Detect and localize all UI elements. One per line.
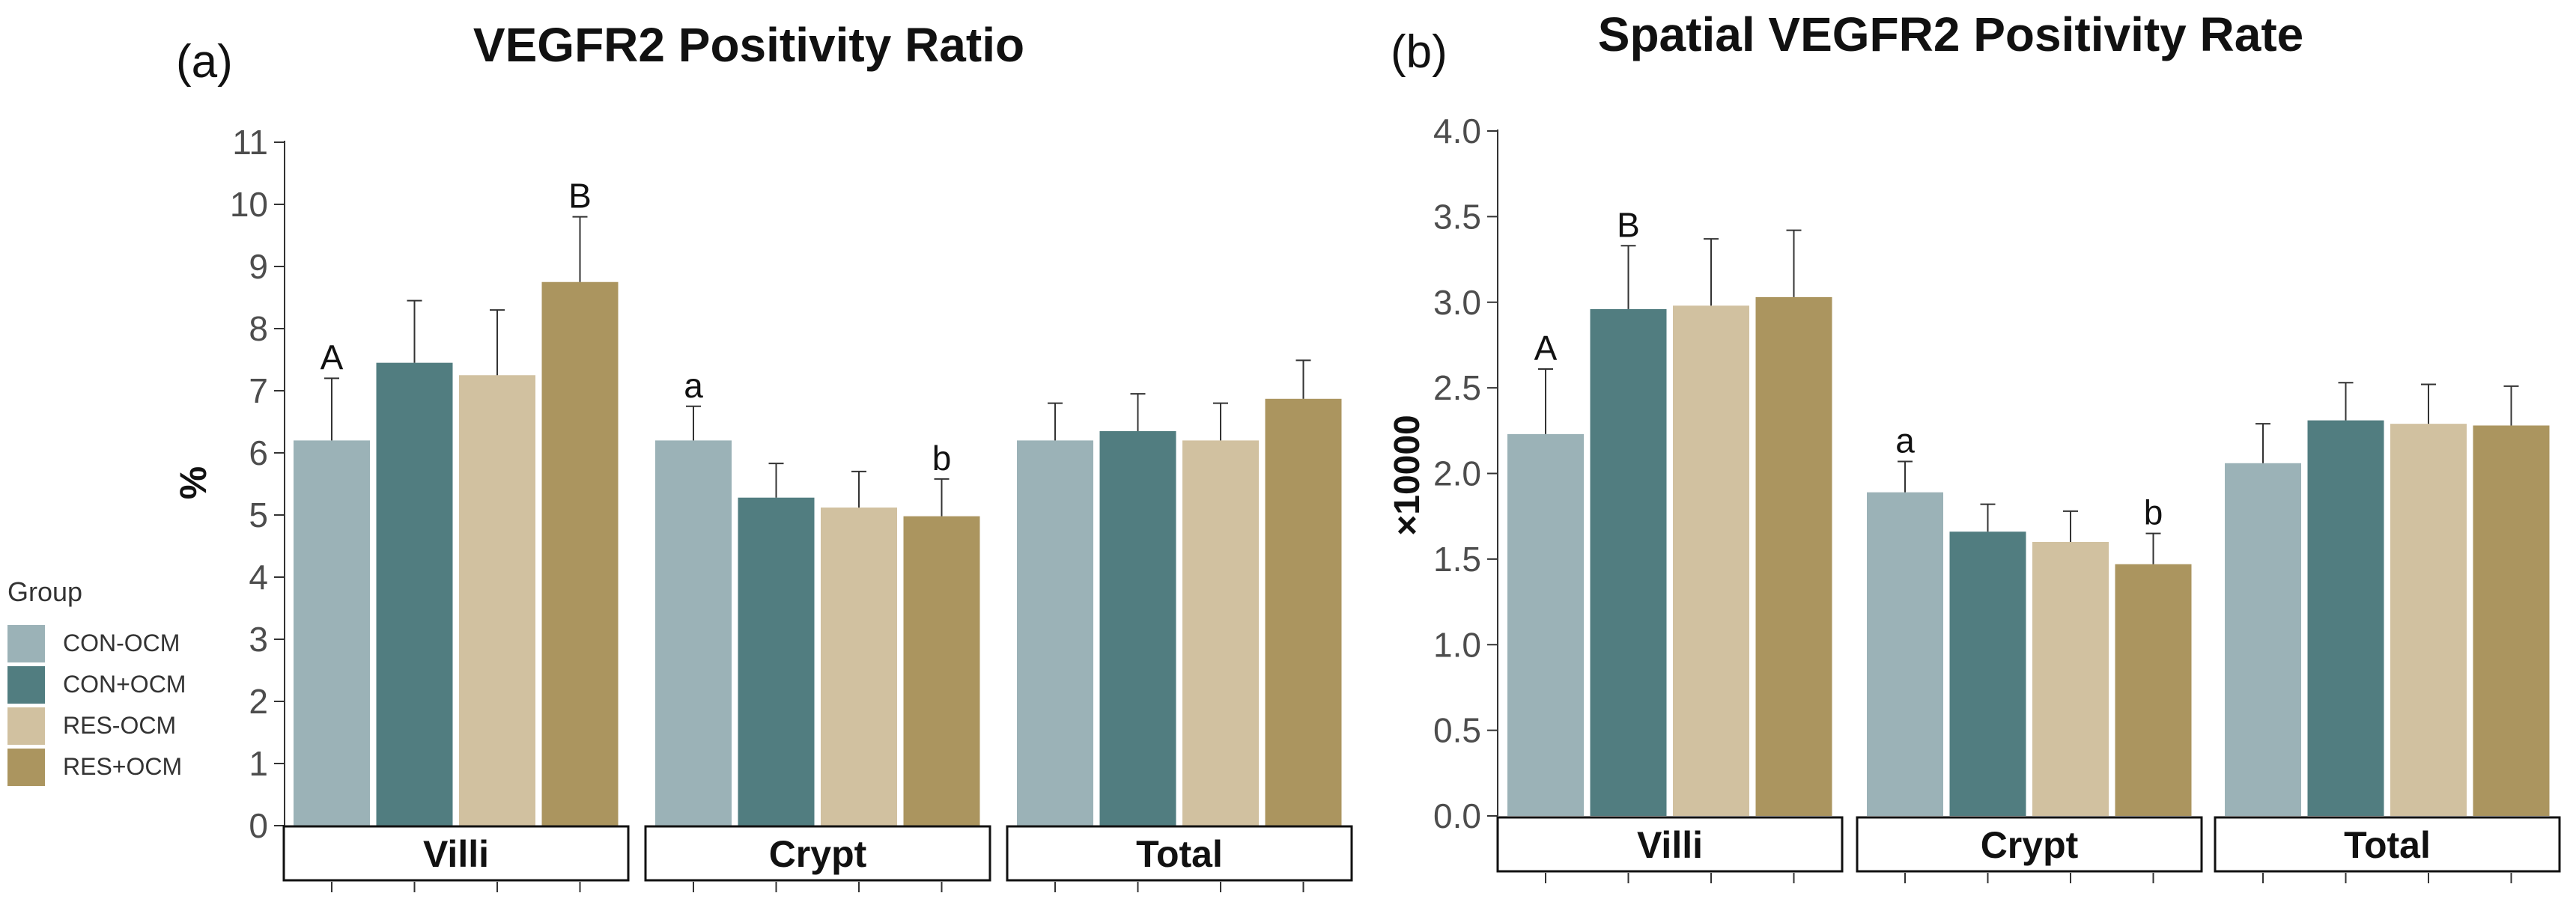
panel-b-bar-total-res-plus-ocm <box>2473 425 2550 816</box>
panel-b-y-tick-label: 4.0 <box>1433 112 1481 150</box>
panel-b-bar-crypt-con-ocm <box>1867 492 1943 816</box>
panel-b-title: Spatial VEGFR2 Positivity Rate <box>1598 7 2304 61</box>
panel-a-y-tick-label: 7 <box>249 371 268 410</box>
panel-a-facet-strip-villi <box>282 825 630 882</box>
panel-a-y-axis-label: % <box>172 466 214 499</box>
panel-b-y-tick-label: 2.5 <box>1433 368 1481 407</box>
legend-item-res-ocm: RES-OCM <box>7 705 186 746</box>
panel-b-bar-villi-con-plus-ocm <box>1590 308 1667 816</box>
panel-b-y-tick-label: 0.0 <box>1433 796 1481 835</box>
panel-b-y-tick-label: 1.5 <box>1433 540 1481 579</box>
legend-item-con-plus-ocm: CON+OCM <box>7 664 186 705</box>
panel-a-y-tick-label: 2 <box>249 682 268 721</box>
legend-label: CON-OCM <box>63 630 180 656</box>
panel-a-bar-crypt-res-plus-ocm <box>903 516 980 826</box>
panel-a-label: (a) <box>176 36 233 88</box>
panel-a-facet-label-crypt: Crypt <box>769 833 867 875</box>
panel-a-y-tick-label: 11 <box>232 123 268 162</box>
panel-a-annotation-crypt-res-plus-ocm: b <box>932 439 952 478</box>
panel-b-bar-total-con-plus-ocm <box>2307 420 2384 816</box>
legend-label: CON+OCM <box>63 671 186 698</box>
panel-a-bar-villi-con-ocm <box>294 440 370 826</box>
panel-b-y-tick-label: 3.5 <box>1433 197 1481 236</box>
panel-a: (a) VEGFR2 Positivity Ratio % 0 1 2 3 4 5 6 7 8 9… <box>172 18 1353 892</box>
panel-a-y-tick-label: 0 <box>249 806 268 845</box>
legend-item-res-plus-ocm: RES+OCM <box>7 746 186 787</box>
panel-b-facet-label-crypt: Crypt <box>1981 824 2079 866</box>
panel-b-annotation-villi-con-ocm: A <box>1534 329 1558 368</box>
panel-a-y-tick-label: 1 <box>249 744 268 783</box>
legend: Group CON-OCM CON+OCM RES-OCM RES+OCM <box>7 576 186 787</box>
panel-a-bar-total-con-plus-ocm <box>1099 430 1176 826</box>
panel-a-bar-total-res-ocm <box>1182 440 1259 826</box>
legend-label: RES-OCM <box>63 712 177 739</box>
legend-label: RES+OCM <box>63 753 183 780</box>
panel-b-facet-strip-total <box>2214 816 2561 873</box>
panel-b-bar-crypt-res-ocm <box>2032 542 2109 816</box>
panel-b-bar-crypt-res-plus-ocm <box>2115 564 2192 816</box>
panel-a-bar-crypt-res-ocm <box>821 508 897 826</box>
panel-b-bar-crypt-con-plus-ocm <box>1949 531 2026 816</box>
panel-b-y-axis-label: ×10000 <box>1388 415 1427 536</box>
panel-b-facet-strip-crypt <box>1856 816 2203 873</box>
panel-a-y-tick-label: 8 <box>249 309 268 348</box>
panel-a-facet-strip-crypt <box>644 825 991 882</box>
panel-a-facet-label-total: Total <box>1136 833 1223 875</box>
panel-b-bar-villi-res-ocm <box>1673 305 1749 816</box>
panel-a-bar-crypt-con-ocm <box>655 440 732 826</box>
panel-a-annotation-villi-res-plus-ocm: B <box>568 177 592 216</box>
legend-swatch <box>7 748 45 786</box>
panel-a-bar-villi-res-ocm <box>459 375 535 826</box>
legend-swatch <box>7 665 45 704</box>
panel-b-y-tick-label: 2.0 <box>1433 454 1481 493</box>
panel-a-plot: 0 1 2 3 4 5 6 7 8 9 10 11 Villi Crypt Total A Ba b <box>230 123 1353 892</box>
legend-title: Group <box>7 576 83 607</box>
panel-b: (b) Spatial VEGFR2 Positivity Rate ×1000… <box>1388 7 2561 883</box>
legend-swatch <box>7 707 45 745</box>
panel-b-y-tick-label: 0.5 <box>1433 711 1481 750</box>
panel-a-annotation-villi-con-ocm: A <box>321 338 344 377</box>
panel-b-y-tick-label: 1.0 <box>1433 625 1481 664</box>
panel-a-bar-total-con-ocm <box>1017 440 1093 826</box>
panel-b-bar-villi-con-ocm <box>1507 433 1584 816</box>
panel-a-bar-villi-res-plus-ocm <box>541 281 619 826</box>
panel-a-y-tick-label: 4 <box>249 558 268 597</box>
legend-item-con-ocm: CON-OCM <box>7 623 186 664</box>
panel-a-annotation-crypt-con-ocm: a <box>684 366 703 405</box>
panel-a-y-tick-label: 6 <box>249 433 268 472</box>
panel-a-y-tick-label: 3 <box>249 620 268 659</box>
panel-b-annotation-crypt-res-plus-ocm: b <box>2144 493 2163 532</box>
panel-a-bar-total-res-plus-ocm <box>1265 398 1342 826</box>
panel-b-y-tick-label: 3.0 <box>1433 283 1481 322</box>
panel-b-bar-total-res-ocm <box>2390 424 2467 816</box>
panel-b-bar-total-con-ocm <box>2225 463 2301 816</box>
panel-b-plot: 0.0 0.5 1.0 1.5 2.0 2.5 3.0 3.5 4.0 Villi Crypt Tot… <box>1433 112 2561 883</box>
panel-a-y-tick-label: 5 <box>249 496 268 534</box>
panel-a-y-tick-label: 10 <box>230 185 268 224</box>
panel-b-label: (b) <box>1391 26 1448 78</box>
panel-b-facet-label-total: Total <box>2344 824 2431 866</box>
panel-b-annotation-crypt-con-ocm: a <box>1895 421 1915 460</box>
panel-a-facet-label-villi: Villi <box>423 833 489 875</box>
legend-swatch <box>7 624 45 662</box>
panel-a-y-tick-label: 9 <box>249 247 268 286</box>
panel-a-bar-villi-con-plus-ocm <box>376 362 453 826</box>
panel-a-bar-crypt-con-plus-ocm <box>738 497 815 826</box>
panel-a-title: VEGFR2 Positivity Ratio <box>473 18 1024 72</box>
panel-b-annotation-villi-con-plus-ocm: B <box>1617 205 1640 244</box>
panel-b-facet-strip-villi <box>1496 816 1844 873</box>
panel-b-bar-villi-res-plus-ocm <box>1755 296 1832 816</box>
panel-b-facet-label-villi: Villi <box>1637 824 1703 866</box>
panel-a-facet-strip-total <box>1006 825 1353 882</box>
